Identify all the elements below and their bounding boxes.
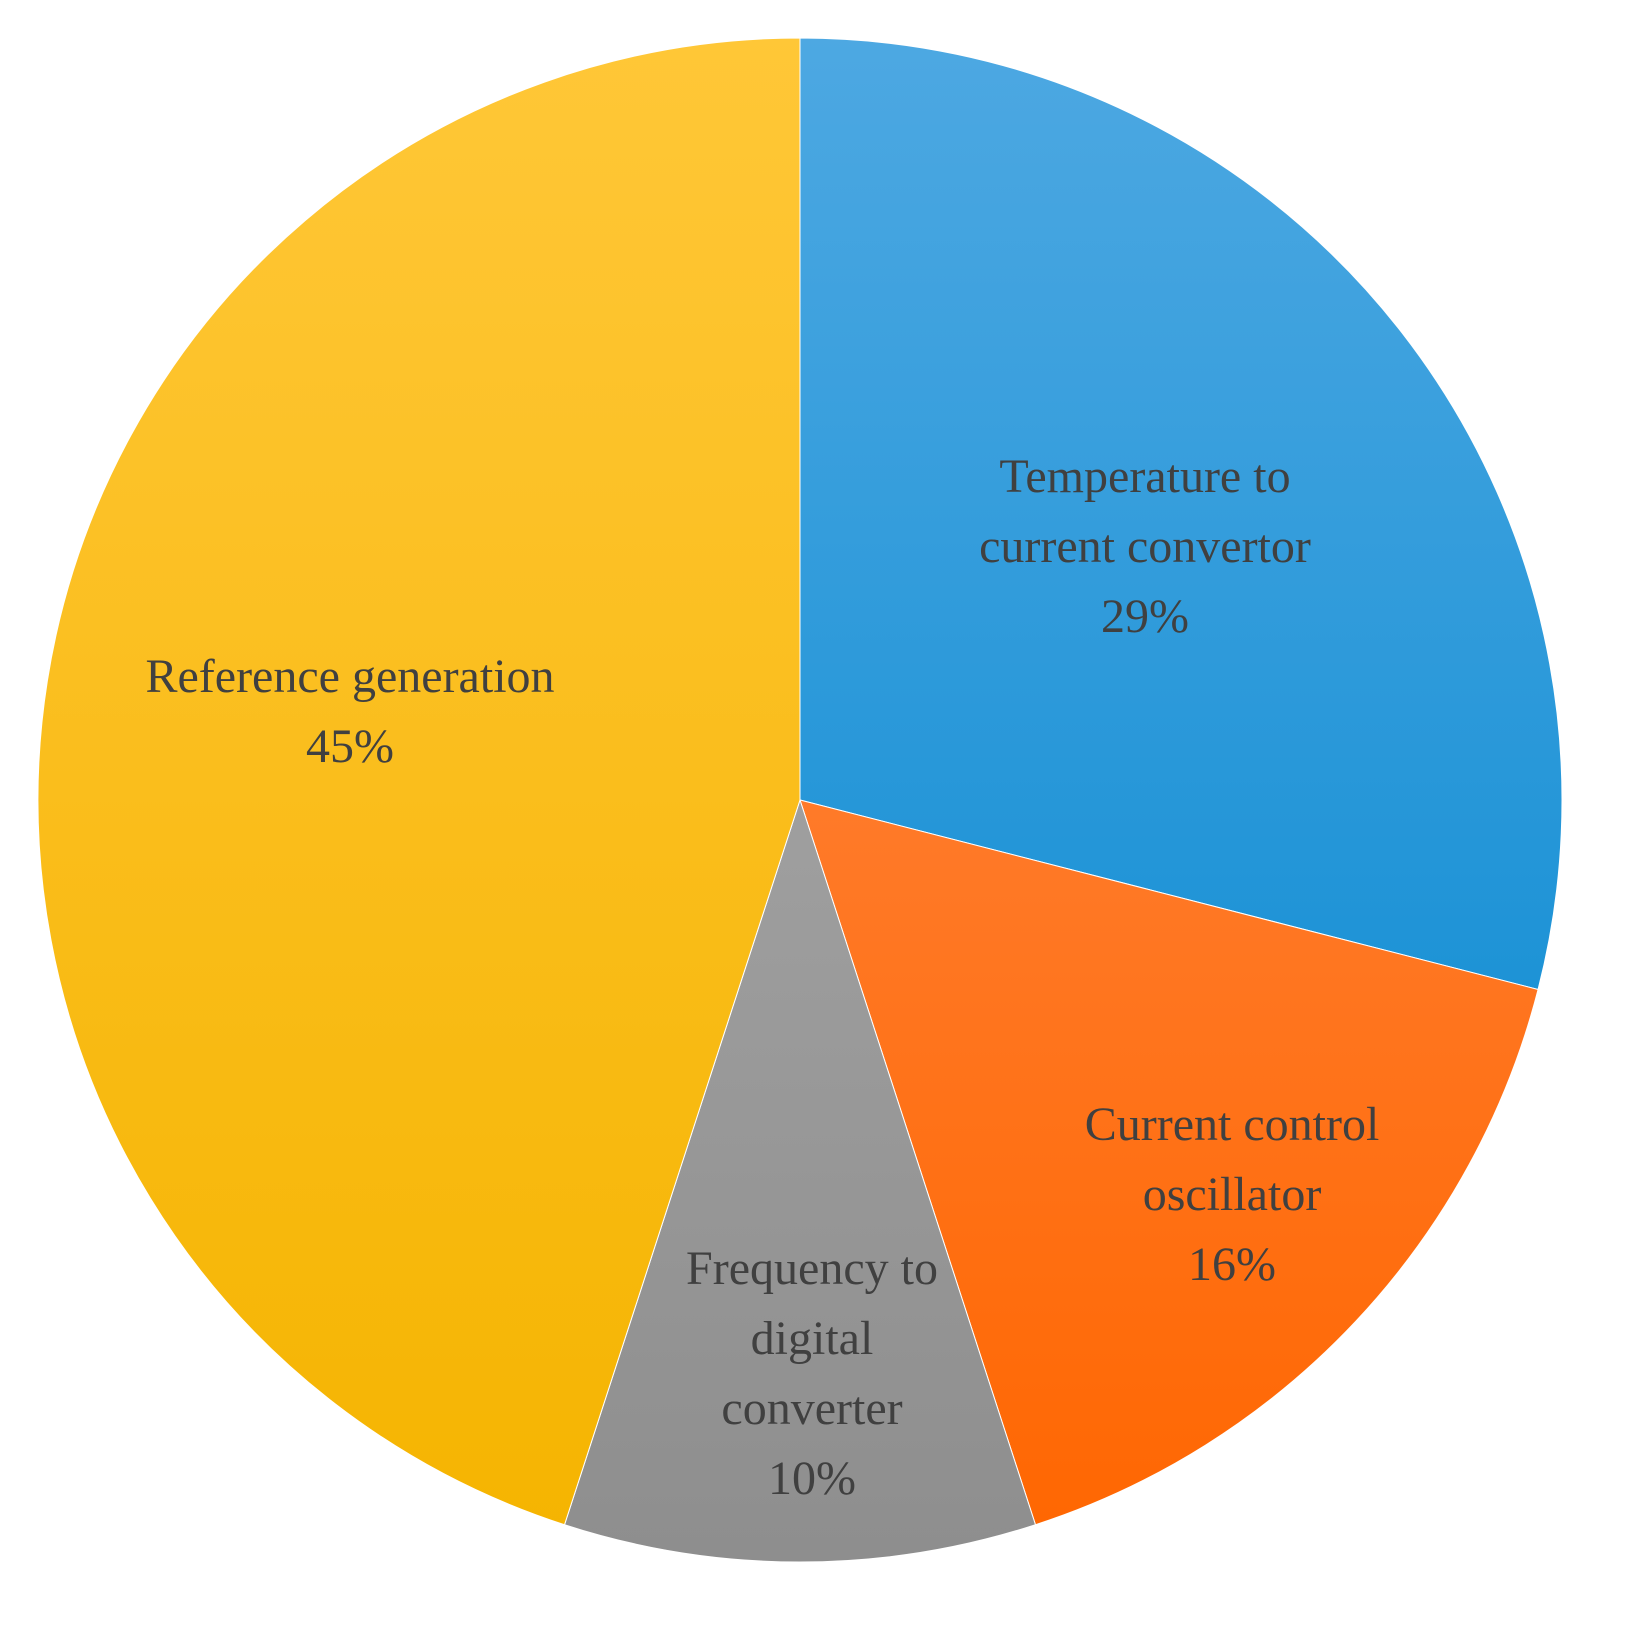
- slice-label-current-control-oscillator: Current control oscillator 16%: [1085, 1098, 1380, 1291]
- slice-name-line: Current control: [1085, 1098, 1380, 1151]
- slices-layer: [37, 37, 1563, 1563]
- slice-name-line: Frequency to: [686, 1242, 938, 1295]
- pie-slice-reference-generation: [37, 37, 801, 1526]
- slice-label-temperature-to-current-convertor: Temperature to current convertor 29%: [979, 450, 1311, 643]
- slice-value-label: 45%: [306, 720, 394, 773]
- labels-layer: Temperature to current convertor 29% Curren…: [145, 450, 1379, 1505]
- slice-name-line: digital: [751, 1312, 874, 1365]
- slice-value-label: 16%: [1188, 1238, 1276, 1291]
- slice-name-line: oscillator: [1143, 1168, 1322, 1221]
- slice-value-label: 29%: [1101, 590, 1189, 643]
- slice-label-frequency-to-digital-converter: Frequency to digital converter 10%: [686, 1242, 938, 1505]
- pie-slice-frequency-to-digital-converter: [563, 798, 1037, 1563]
- slice-name-line: converter: [721, 1382, 902, 1435]
- slice-name-line: current convertor: [979, 520, 1311, 573]
- slice-name-line: Reference generation: [145, 650, 554, 703]
- slice-value-label: 10%: [768, 1452, 856, 1505]
- pie-slice-current-control-oscillator: [799, 799, 1539, 1526]
- slice-label-reference-generation: Reference generation 45%: [145, 650, 554, 773]
- slice-name-line: Temperature to: [999, 450, 1290, 503]
- pie-slice-temperature-to-current-convertor: [799, 37, 1563, 991]
